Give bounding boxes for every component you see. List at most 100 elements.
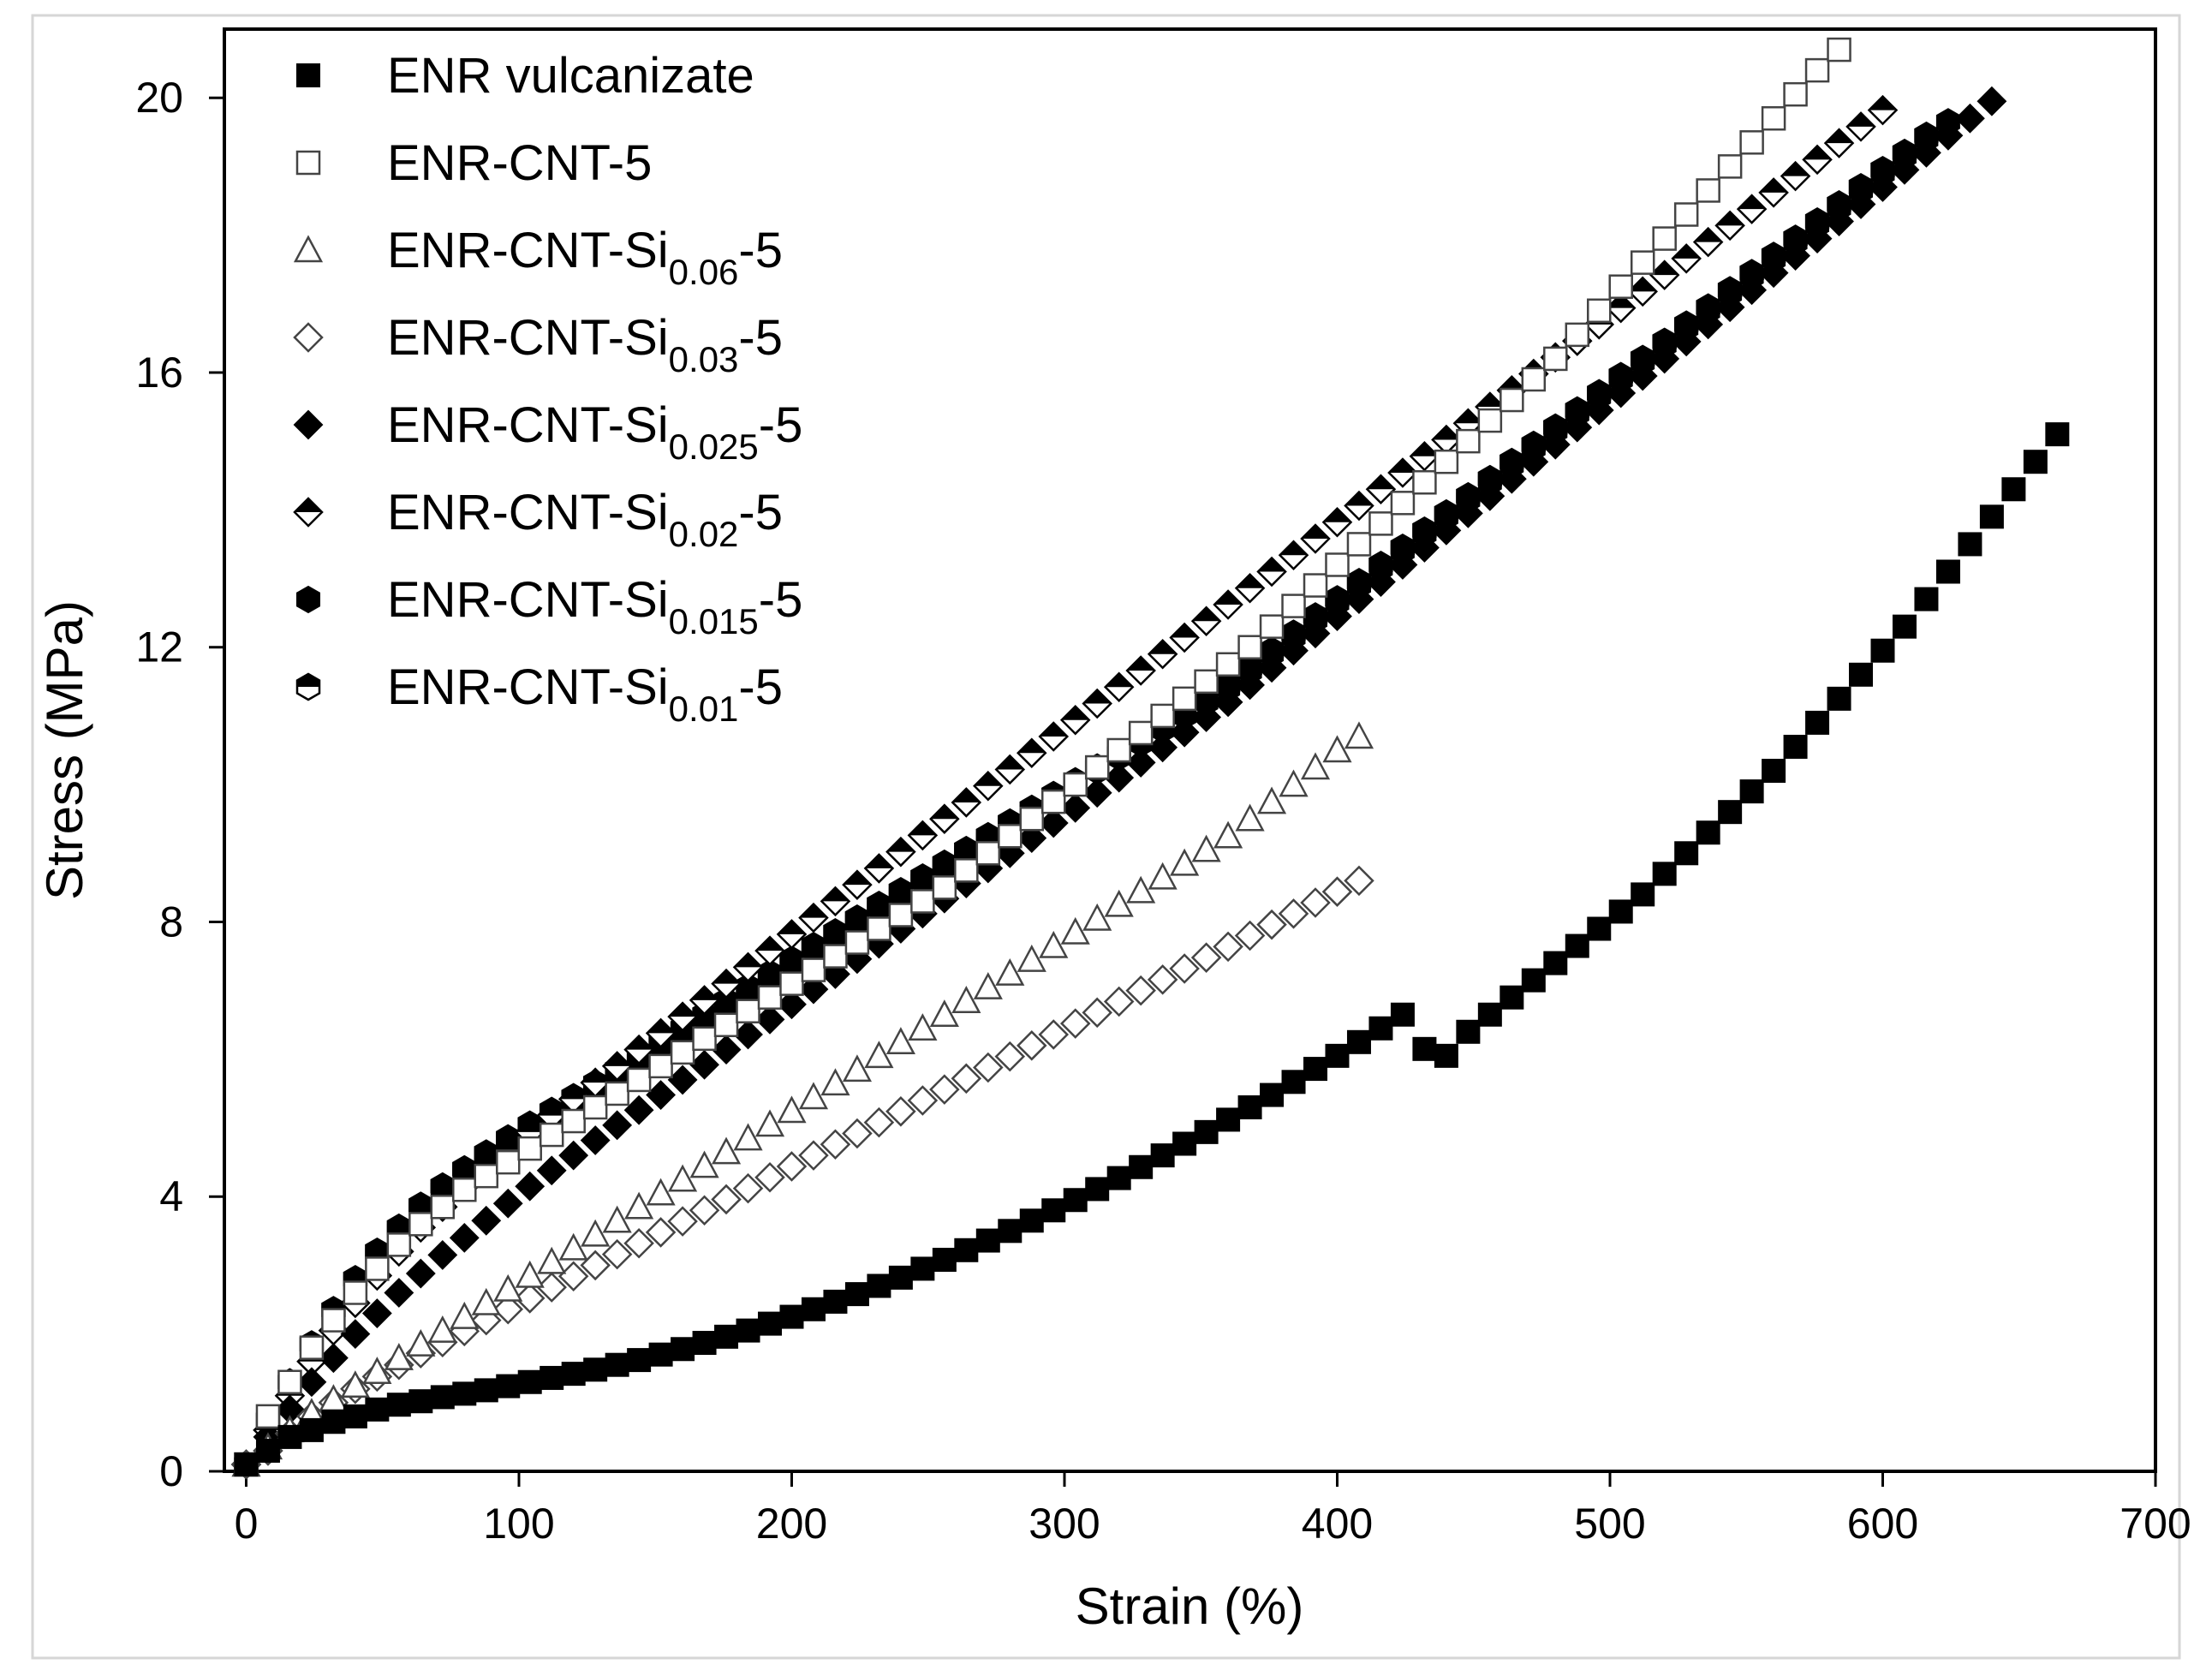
data-point <box>1762 759 1786 784</box>
data-point <box>1608 899 1633 924</box>
axis-ticks-layer: 0 100 200 300 400 500 600 700 0 4 8 12 16 20 <box>135 74 2191 1548</box>
data-point <box>602 1110 633 1141</box>
data-point <box>1387 457 1418 488</box>
data-point <box>1104 889 1134 917</box>
data-point <box>1172 1131 1197 1156</box>
data-point <box>1673 202 1699 227</box>
data-point <box>888 1265 913 1290</box>
data-point <box>1325 552 1350 577</box>
legend-item: ENR vulcanizate <box>296 48 754 104</box>
data-point <box>580 1250 611 1281</box>
data-point <box>1234 920 1266 951</box>
data-point <box>1259 614 1285 639</box>
data-point <box>689 985 720 1016</box>
legend-marker <box>293 497 324 528</box>
data-point <box>1237 1094 1262 1119</box>
data-point <box>1148 732 1178 763</box>
data-point <box>1281 1070 1306 1094</box>
data-point <box>1631 882 1655 907</box>
data-point <box>1583 395 1614 426</box>
data-point <box>1216 1107 1241 1132</box>
data-point <box>1805 710 1830 735</box>
data-point <box>863 1106 895 1138</box>
data-point <box>2023 450 2048 474</box>
data-point <box>277 1424 302 1449</box>
data-point <box>973 972 1003 999</box>
data-point <box>1190 605 1222 637</box>
data-point <box>844 930 870 955</box>
data-point <box>362 1357 392 1384</box>
data-point <box>907 820 939 851</box>
data-point <box>1761 105 1786 131</box>
data-point <box>1279 769 1309 797</box>
y-tick-label: 4 <box>159 1172 183 1220</box>
data-point <box>1935 559 1960 584</box>
data-point <box>667 1164 698 1192</box>
data-point <box>255 1404 281 1429</box>
data-point <box>907 1085 939 1116</box>
data-point <box>1758 258 1789 289</box>
data-point <box>842 1054 873 1083</box>
data-point <box>627 1348 652 1373</box>
data-point <box>1630 250 1655 275</box>
data-point <box>754 935 785 966</box>
data-point <box>1627 361 1658 391</box>
data-point <box>1780 160 1811 192</box>
data-point <box>713 1012 739 1038</box>
data-point <box>671 1337 695 1362</box>
data-point <box>798 1140 829 1171</box>
data-point <box>539 1122 564 1148</box>
data-point <box>714 1324 739 1349</box>
data-point <box>885 1096 916 1127</box>
data-point <box>536 1272 567 1303</box>
legend-item: ENR-CNT-Si0.01-5 <box>295 659 783 729</box>
data-point <box>757 985 783 1010</box>
data-point <box>1717 154 1743 179</box>
data-point <box>408 1212 433 1237</box>
data-point <box>975 841 1001 866</box>
data-point <box>1128 720 1154 746</box>
data-point <box>581 1219 611 1247</box>
data-point <box>318 1343 349 1374</box>
data-point <box>1412 1036 1437 1061</box>
data-point <box>1148 862 1178 890</box>
data-point <box>452 1381 477 1406</box>
data-point <box>1125 748 1156 778</box>
data-point <box>1325 1043 1350 1068</box>
data-point <box>998 823 1023 849</box>
data-point <box>1434 449 1459 474</box>
data-point <box>842 1118 873 1149</box>
data-point <box>1958 532 1982 557</box>
data-point <box>493 1273 523 1302</box>
data-point <box>689 1049 719 1080</box>
data-point <box>1976 86 2007 116</box>
data-point <box>471 1205 502 1236</box>
data-point <box>384 1278 414 1308</box>
data-point <box>474 1163 499 1189</box>
data-point <box>973 770 1004 802</box>
data-point <box>602 1205 632 1233</box>
legend-label: ENR vulcanizate <box>387 48 754 104</box>
data-point <box>777 1095 807 1124</box>
data-point <box>386 1232 412 1257</box>
data-point <box>1783 81 1808 107</box>
series-1 <box>234 37 1851 1477</box>
data-point <box>299 1417 324 1442</box>
legend-marker <box>295 150 321 176</box>
data-point <box>1652 862 1677 886</box>
data-point <box>1082 778 1112 808</box>
data-point <box>1475 480 1505 511</box>
data-point <box>692 1026 717 1052</box>
data-point <box>1605 292 1637 324</box>
data-point <box>1256 556 1287 587</box>
data-point <box>1565 322 1590 348</box>
data-point <box>1933 120 1964 151</box>
legend-label: ENR-CNT-Si0.02-5 <box>387 485 783 554</box>
data-point <box>1892 614 1917 639</box>
data-point <box>384 1343 414 1370</box>
data-point <box>1191 702 1222 732</box>
x-tick-label: 200 <box>756 1500 827 1548</box>
data-point <box>645 1017 677 1049</box>
data-point <box>1106 737 1131 763</box>
data-point <box>343 1280 368 1305</box>
